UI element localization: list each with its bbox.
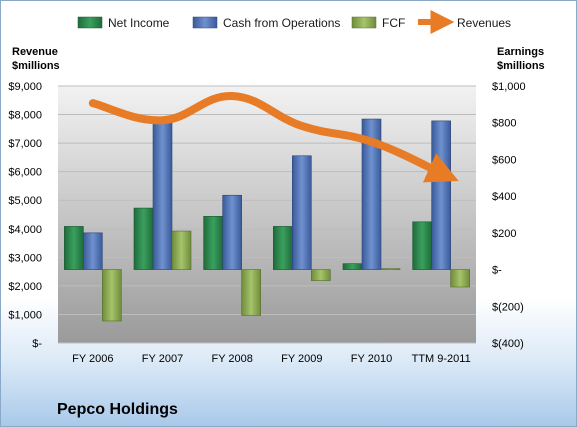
fcf-bar [450, 269, 470, 288]
left-tick-label: $5,000 [8, 195, 42, 207]
fcf-bar [171, 230, 192, 270]
x-tick-label: FY 2010 [351, 353, 392, 365]
right-tick-label: $- [492, 265, 502, 277]
right-tick-label: $800 [492, 118, 516, 130]
plot-area [58, 86, 476, 343]
right-axis-title-line2: $millions [497, 60, 545, 72]
left-axis-title-line1: Revenue [12, 46, 58, 58]
right-tick-label: $1,000 [492, 81, 526, 93]
left-tick-label: $8,000 [8, 110, 42, 122]
left-tick-label: $- [32, 338, 42, 350]
net-income-bar [133, 207, 154, 270]
legend-label-cash-from-operations: Cash from Operations [223, 16, 340, 30]
revenue-line-layer [88, 91, 459, 183]
legend-label-fcf: FCF [382, 16, 405, 30]
net-income-bar [412, 221, 432, 270]
cash-from-operations-bar [361, 118, 382, 270]
right-axis-ticks: $(400) $(200) $- $200 $400 $600 $800 $1,000 [492, 81, 526, 350]
left-tick-label: $7,000 [8, 138, 42, 150]
right-tick-label: $400 [492, 191, 516, 203]
x-tick-label: FY 2008 [211, 353, 252, 365]
right-axis-title-line1: Earnings [497, 46, 544, 58]
left-tick-label: $6,000 [8, 167, 42, 179]
net-income-bar [273, 226, 293, 270]
legend-swatch-fcf [351, 16, 377, 29]
x-tick-label: FY 2006 [72, 353, 113, 365]
cash-from-operations-bar [152, 119, 173, 270]
left-tick-label: $4,000 [8, 224, 42, 236]
fcf-bar [102, 269, 122, 322]
cash-from-operations-bar [431, 120, 451, 270]
legend-label-net-income: Net Income [108, 16, 170, 30]
right-tick-label: $(200) [492, 301, 524, 313]
fcf-bar [380, 268, 401, 270]
left-tick-label: $3,000 [8, 252, 42, 264]
company-name: Pepco Holdings [57, 401, 178, 418]
x-tick-label: FY 2009 [281, 353, 322, 365]
net-income-bar [64, 226, 84, 270]
left-tick-label: $1,000 [8, 309, 42, 321]
right-tick-label: $200 [492, 228, 516, 240]
legend-label-revenues: Revenues [457, 16, 511, 30]
net-income-bar [203, 216, 223, 270]
left-axis-ticks: $- $1,000 $2,000 $3,000 $4,000 $5,000 $6,000 $7… [8, 81, 42, 350]
legend: Net Income Cash from Operations FCF Reve… [77, 10, 511, 34]
fcf-bar [311, 269, 331, 281]
right-tick-label: $(400) [492, 338, 524, 350]
legend-swatch-cash-from-operations [192, 16, 218, 29]
right-tick-label: $600 [492, 154, 516, 166]
net-income-bar [342, 263, 363, 270]
x-axis-labels: FY 2006 FY 2007 FY 2008 FY 2009 FY 2010 TTM 9… [72, 353, 471, 365]
fcf-bar [241, 269, 261, 316]
revenues-line [88, 91, 459, 183]
cash-from-operations-bar [83, 232, 103, 270]
cash-from-operations-bar [292, 155, 312, 270]
left-tick-label: $9,000 [8, 81, 42, 93]
x-tick-label: TTM 9-2011 [412, 353, 471, 365]
legend-swatch-net-income [77, 16, 103, 29]
x-tick-label: FY 2007 [142, 353, 183, 365]
left-tick-label: $2,000 [8, 281, 42, 293]
cash-from-operations-bar [222, 194, 242, 270]
gridlines [58, 85, 476, 344]
left-axis-title-line2: $millions [12, 60, 60, 72]
